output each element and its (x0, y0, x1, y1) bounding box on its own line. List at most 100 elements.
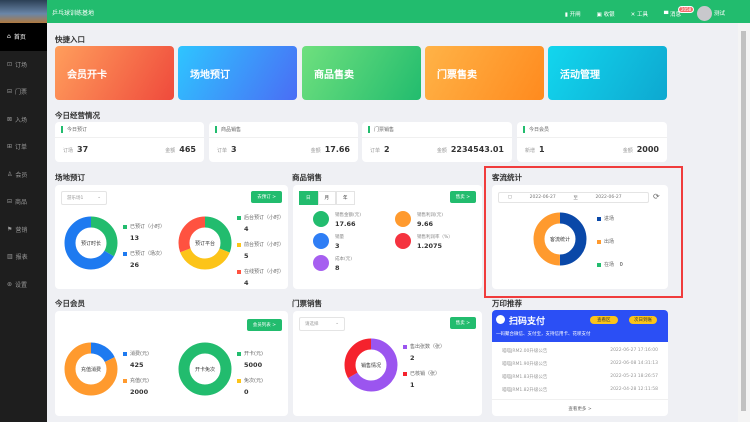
goods-sell-button[interactable]: 售卖 > (449, 191, 476, 203)
sidebar-item-entry[interactable]: ⊠ 入场 (7, 115, 28, 124)
donut-segment (533, 212, 587, 266)
legend-item: 后台预订（小时） 4 (237, 214, 284, 233)
open-gate-button[interactable]: ▮ 开闸 (564, 11, 581, 18)
calendar-icon: ▢ (507, 195, 513, 200)
members-title: 今日会员 (55, 299, 85, 308)
user-menu[interactable]: 测试 (696, 6, 725, 21)
promo-title: 万印推荐 (492, 299, 522, 308)
orders-icon: ⊞ (7, 143, 13, 151)
sidebar-item-marketing[interactable]: ⚑ 营销 (7, 225, 28, 234)
cashier-button[interactable]: ▣ 收银 (596, 11, 615, 18)
view-zone-button[interactable]: 查看区 (590, 316, 618, 324)
sidebar-item-orders[interactable]: ⊞ 订单 (7, 143, 28, 152)
quick-title: 快捷入口 (55, 35, 85, 44)
donut-segment (178, 216, 232, 270)
stat-card[interactable]: 今日会员 新增 1 金额 2000 (517, 122, 667, 162)
legend-item: 在线预订（小时） 4 (237, 268, 284, 287)
scan-pay-banner[interactable]: 扫码支付 一码聚合微信、支付宝，支持信用卡、花呗支付 查看区 次日到账 (492, 310, 668, 342)
donut-segment (64, 342, 118, 396)
goods-stat: 销售利润率（%） 1.2075 (417, 235, 453, 250)
ticket-select[interactable]: 请选择 ⌄ (299, 317, 345, 331)
book-button[interactable]: 去预订 > (251, 191, 282, 203)
date-range-picker[interactable]: ▢ 2022-06-27 至 2022-06-27 (498, 192, 649, 203)
stat-count: 37 (77, 145, 89, 154)
scrollbar[interactable] (738, 23, 750, 422)
sidebar-item-goods[interactable]: ⊟ 商品 (7, 198, 28, 207)
quick-venue-booking[interactable]: 场地预订 (178, 46, 297, 100)
news-item[interactable]: 喵喵JRM1.83升级公告 2022-05-23 18:26:57 (502, 374, 658, 380)
legend-item: 售出张数（张） 2 (403, 343, 445, 362)
sidebar-item-members[interactable]: ♙ 会员 (7, 170, 28, 179)
tab-period[interactable]: 日 (299, 191, 318, 205)
stat-title: 今日预订 (67, 127, 88, 133)
donut-center-label: 销售情况 (361, 362, 381, 369)
stat-card[interactable]: 商品销售 订单 3 金额 17.66 (209, 122, 358, 162)
sidebar-item-home[interactable]: ⌂ 首页 (0, 23, 47, 51)
stat-card[interactable]: 门票销售 订单 2 金额 2234543.01 (362, 122, 512, 162)
quick-member-card[interactable]: 会员开卡 (55, 46, 174, 100)
sidebar-item-reports[interactable]: ▥ 报表 (7, 253, 28, 262)
stat-card[interactable]: 今日预订 订场 37 金额 465 (55, 122, 204, 162)
venue-card: 游乐场1 ⌄ 去预订 > 预订时长 已预订（小时） 13 已预订（场次） 26 预订平… (55, 185, 288, 289)
sidebar: ⌂ 首页 ⊡ 订场 ⊟ 门票 ⊠ 入场 ⊞ 订单 ♙ 会员 ⊟ 商品 ⚑ 营销 ▥ 报表 ⊛ 设置 (0, 0, 47, 422)
goods-stat-icon (313, 211, 329, 227)
legend-item: 在场 0 (597, 261, 623, 284)
news-item[interactable]: 喵喵JRM2.00升级公告 2022-06-27 17:16:00 (502, 348, 658, 354)
settings-icon: ⊛ (7, 280, 13, 288)
donut-segment (178, 216, 232, 270)
member-list-button[interactable]: 会员列表 > (246, 319, 282, 331)
next-day-button[interactable]: 次日到账 (629, 316, 657, 324)
stat-amount: 2234543.01 (450, 145, 504, 154)
goods-stat: 销售金额(元) 17.66 (335, 213, 362, 228)
tab-period[interactable]: 年 (336, 191, 355, 205)
tickets-title: 门票销售 (292, 299, 322, 308)
donut-center-label: 预订时长 (81, 240, 101, 247)
ticket-sell-button[interactable]: 售卖 > (449, 317, 476, 329)
promo-card: 扫码支付 一码聚合微信、支付宝，支持信用卡、花呗支付 查看区 次日到账 喵喵JR… (492, 310, 668, 416)
goods-stat-icon (313, 255, 329, 271)
home-icon: ⌂ (7, 33, 11, 41)
message-badge: 2058 (677, 5, 695, 13)
stat-title: 门票销售 (374, 127, 395, 133)
messages-button[interactable]: ▀ 消息 2058 (664, 5, 695, 18)
quick-goods-sale[interactable]: 商品售卖 (302, 46, 421, 100)
goods-stat: 销售利润(元) 9.66 (417, 213, 444, 228)
refresh-icon[interactable]: ⟳ (653, 192, 660, 201)
sidebar-item-tickets[interactable]: ⊟ 门票 (7, 88, 28, 97)
tab-period[interactable]: 月 (317, 191, 336, 205)
entry-icon: ⊠ (7, 115, 13, 123)
tickets-card: 请选择 ⌄ 售卖 > 销售情况 售出张数（张） 2 已核销（张） 1 (293, 311, 482, 416)
sidebar-item-booking[interactable]: ⊡ 订场 (7, 60, 28, 69)
goods-stat-icon (313, 233, 329, 249)
goods-stat-icon (395, 233, 411, 249)
legend-item: 出场 (597, 238, 623, 261)
news-item[interactable]: 喵喵JRM1.90升级公告 2022-06-08 14:31:13 (502, 361, 658, 367)
members-card: 会员列表 > 充值消费 消费(元) 425 充值(元) 2000 开卡免次 开卡(元)… (55, 311, 288, 416)
quick-ticket-sale[interactable]: 门票售卖 (425, 46, 544, 100)
today-title: 今日经营情况 (55, 111, 100, 120)
avatar (696, 6, 712, 21)
goods-stat: 销量 3 (335, 235, 344, 250)
venue-select[interactable]: 游乐场1 ⌄ (61, 191, 107, 205)
goods-stat: 成本(元) 8 (335, 257, 353, 272)
donut-center-label: 充值消费 (81, 366, 101, 373)
top-bar: 乒乓球训练基地 ▮ 开闸 ▣ 收银 ✕ 工具 ▀ 消息 2058 测试 (47, 0, 750, 23)
legend-item: 开卡(元) 5000 (237, 350, 263, 369)
view-more-link[interactable]: 查看更多 > (492, 399, 668, 412)
tools-button[interactable]: ✕ 工具 (630, 11, 648, 18)
stat-amount: 17.66 (324, 145, 350, 154)
legend-item: 前台预订（小时） 5 (237, 241, 284, 260)
reports-icon: ▥ (7, 253, 13, 261)
donut-center-label: 开卡免次 (195, 366, 215, 373)
sidebar-item-settings[interactable]: ⊛ 设置 (7, 280, 28, 289)
quick-activity[interactable]: 活动管理 (548, 46, 667, 100)
legend-item: 进场 (597, 215, 623, 238)
donut-center-label: 客流统计 (550, 236, 570, 243)
donut-segment (178, 342, 232, 396)
news-item[interactable]: 喵喵JRM1.82升级公告 2022-04-28 12:11:58 (502, 387, 658, 393)
highlight-box (484, 166, 683, 298)
legend-item: 已预订（场次） 26 (123, 250, 165, 269)
banner-title: 扫码支付 (509, 317, 546, 327)
goods-icon: ⊟ (7, 198, 13, 206)
goods-stat-icon (395, 211, 411, 227)
